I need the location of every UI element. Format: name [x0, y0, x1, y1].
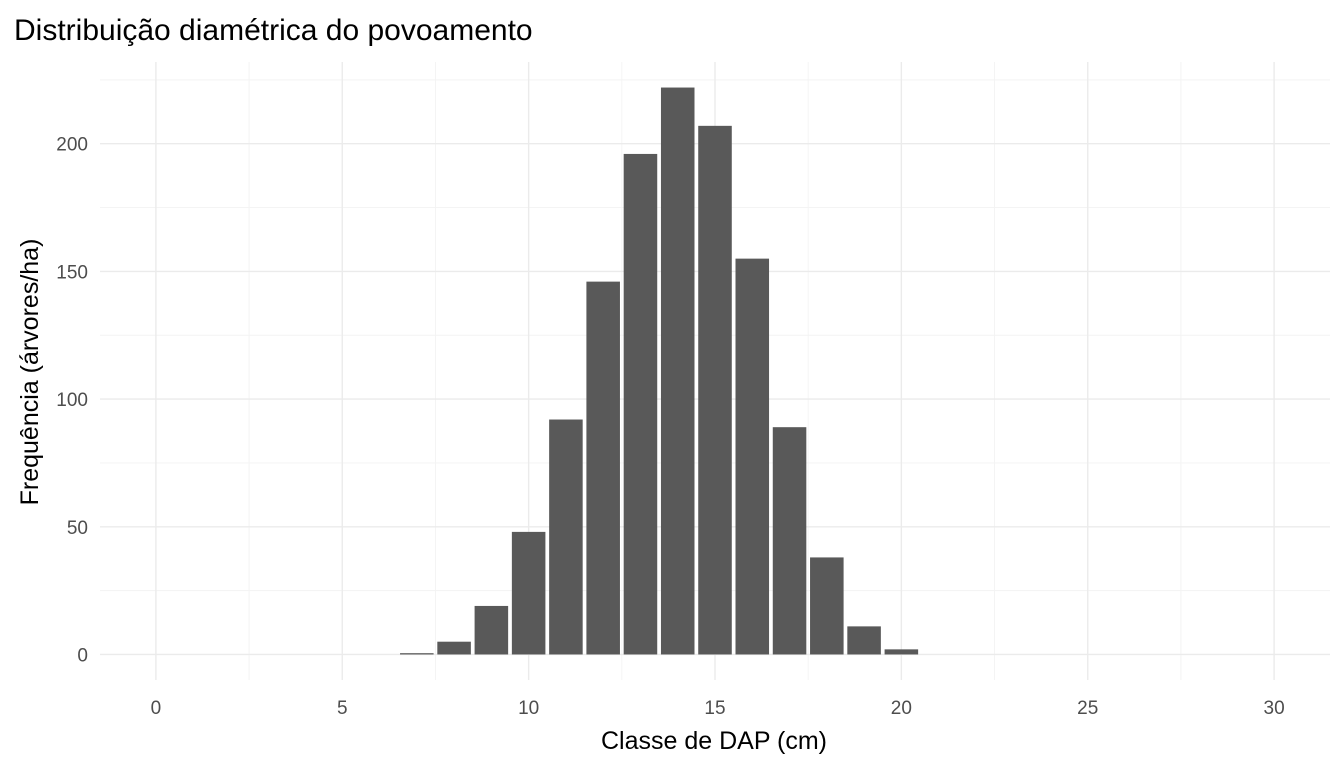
x-tick-label: 25 [1077, 698, 1098, 719]
y-tick-label: 200 [56, 135, 88, 156]
bar-dap-17 [772, 427, 807, 655]
bar-dap-8 [437, 641, 471, 655]
bar-dap-20 [884, 649, 919, 655]
x-tick-label: 30 [1264, 698, 1285, 719]
x-axis-ticks: 0 5 10 15 20 25 30 [151, 698, 1285, 719]
x-tick-label: 15 [704, 698, 725, 719]
y-tick-label: 50 [67, 518, 88, 539]
bar-dap-13 [623, 153, 658, 655]
bar-dap-16 [735, 258, 770, 655]
bar-dap-7 [400, 653, 434, 655]
bars [400, 87, 919, 655]
x-tick-label: 5 [337, 698, 348, 719]
bar-dap-15 [698, 125, 732, 655]
x-tick-label: 0 [151, 698, 162, 719]
x-tick-label: 20 [891, 698, 912, 719]
y-axis-title: Frequência (árvores/ha) [16, 239, 44, 506]
y-axis-ticks: 0 50 100 150 200 [56, 135, 88, 667]
x-axis-title: Classe de DAP (cm) [601, 727, 827, 755]
y-tick-label: 0 [77, 645, 88, 666]
y-tick-label: 100 [56, 390, 88, 411]
bar-dap-9 [474, 605, 509, 655]
bar-dap-18 [810, 557, 844, 655]
chart-title: Distribuição diamétrica do povoamento [14, 14, 533, 47]
bar-dap-19 [847, 626, 881, 655]
bar-dap-14 [660, 87, 695, 655]
y-tick-label: 150 [56, 262, 88, 283]
bar-dap-10 [511, 531, 546, 655]
x-tick-label: 10 [518, 698, 539, 719]
bar-dap-11 [549, 419, 583, 655]
bar-dap-12 [586, 281, 620, 655]
